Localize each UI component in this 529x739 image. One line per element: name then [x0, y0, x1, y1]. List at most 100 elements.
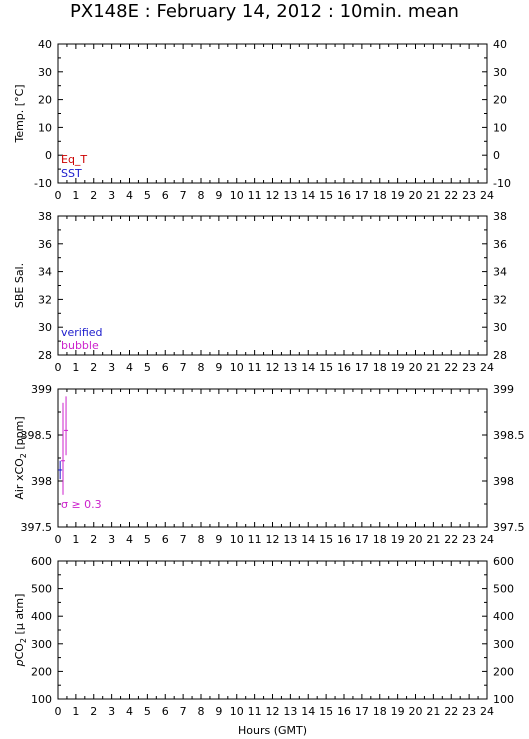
x-tick-label: 24 — [480, 189, 494, 202]
x-tick-label: 8 — [198, 189, 205, 202]
x-tick-label: 11 — [248, 361, 262, 374]
x-tick-label: 2 — [90, 361, 97, 374]
x-tick-label: 20 — [409, 705, 423, 718]
y-tick-label-right: 200 — [493, 665, 514, 678]
x-tick-label: 21 — [426, 533, 440, 546]
y-tick-label-left: 397.5 — [21, 521, 53, 534]
x-tick-label: 16 — [337, 361, 351, 374]
y-tick-label-left: 20 — [38, 94, 52, 107]
x-tick-label: 15 — [319, 533, 333, 546]
x-tick-label: 17 — [355, 189, 369, 202]
x-tick-label: 20 — [409, 533, 423, 546]
y-tick-label-right: 34 — [493, 266, 507, 279]
x-tick-label: 5 — [144, 361, 151, 374]
plot-frame — [57, 388, 488, 528]
y-tick-label-right: 30 — [493, 321, 507, 334]
x-tick-label: 16 — [337, 189, 351, 202]
x-tick-label: 1 — [72, 361, 79, 374]
x-tick-label: 3 — [108, 705, 115, 718]
y-tick-label-left: 38 — [38, 210, 52, 223]
y-tick-label-left: 32 — [38, 293, 52, 306]
y-tick-label-right: 398.5 — [493, 429, 525, 442]
x-tick-label: 24 — [480, 533, 494, 546]
x-tick-label: 22 — [444, 189, 458, 202]
y-tick-label-right: 10 — [493, 121, 507, 134]
y-tick-label-left: 30 — [38, 321, 52, 334]
x-tick-label: 22 — [444, 533, 458, 546]
x-tick-label: 1 — [72, 705, 79, 718]
y-tick-label-left: 34 — [38, 266, 52, 279]
panel-1: 0 1 2 3 4 5 6 7 8 9 10 11 12 13 14 15 16 17 18 19 20 21 22 23 24… — [13, 38, 511, 202]
x-tick-label: 12 — [266, 533, 280, 546]
legend-eq-t: Eq_T — [61, 153, 87, 166]
legend-bubble: bubble — [61, 339, 99, 352]
y-tick-label-right: 0 — [493, 149, 500, 162]
x-tick-label: 15 — [319, 705, 333, 718]
x-tick-label: 15 — [319, 189, 333, 202]
x-tick-label: 6 — [162, 705, 169, 718]
x-tick-label: 17 — [355, 361, 369, 374]
x-tick-label: 21 — [426, 705, 440, 718]
x-tick-label: 20 — [409, 189, 423, 202]
x-tick-label: 5 — [144, 533, 151, 546]
x-tick-label: 4 — [126, 705, 133, 718]
y-tick-label-left: 300 — [31, 638, 52, 651]
x-tick-label: 16 — [337, 705, 351, 718]
y-tick-label-left: 400 — [31, 610, 52, 623]
panel-3: 0 1 2 3 4 5 6 7 8 9 10 11 12 13 14 15 16 17 18 19 20 21 22 23 24… — [13, 383, 525, 546]
y-tick-label-right: 20 — [493, 94, 507, 107]
plot-frame — [57, 43, 488, 184]
x-tick-label: 1 — [72, 533, 79, 546]
x-tick-label: 5 — [144, 189, 151, 202]
x-tick-label: 7 — [180, 361, 187, 374]
y-tick-label-right: 38 — [493, 210, 507, 223]
x-tick-label: 1 — [72, 189, 79, 202]
y-tick-label-right: 400 — [493, 610, 514, 623]
x-tick-label: 14 — [301, 189, 315, 202]
y-tick-label-right: 36 — [493, 238, 507, 251]
x-tick-label: 12 — [266, 705, 280, 718]
y-axis-label: SBE Sal. — [13, 263, 26, 308]
y-tick-label-left: 200 — [31, 665, 52, 678]
x-tick-label: 14 — [301, 361, 315, 374]
x-tick-label: 14 — [301, 705, 315, 718]
x-tick-label: 8 — [198, 533, 205, 546]
y-tick-label-right: 500 — [493, 583, 514, 596]
x-tick-label: 0 — [55, 361, 62, 374]
x-tick-label: 17 — [355, 533, 369, 546]
chart-title: PX148E : February 14, 2012 : 10min. mean — [70, 1, 459, 22]
x-tick-label: 9 — [215, 361, 222, 374]
y-tick-label-left: 28 — [38, 349, 52, 362]
x-tick-label: 23 — [462, 189, 476, 202]
y-tick-label-right: 300 — [493, 638, 514, 651]
legend-sst: SST — [61, 167, 82, 180]
x-tick-label: 10 — [230, 189, 244, 202]
y-tick-label-right: 397.5 — [493, 521, 525, 534]
y-tick-label-right: -10 — [493, 177, 511, 190]
x-tick-label: 3 — [108, 189, 115, 202]
panel-4: 0 1 2 3 4 5 6 7 8 9 10 11 12 13 14 15 16 17 18 19 20 21 22 23 24… — [13, 555, 514, 737]
x-tick-label: 18 — [373, 361, 387, 374]
x-tick-label: 17 — [355, 705, 369, 718]
x-tick-label: 9 — [215, 705, 222, 718]
y-tick-label-left: 398 — [31, 475, 52, 488]
sigma-annotation: σ ≥ 0.3 — [61, 498, 102, 511]
x-tick-label: 12 — [266, 361, 280, 374]
x-tick-label: 22 — [444, 705, 458, 718]
x-tick-label: 13 — [283, 189, 297, 202]
y-tick-label-right: 30 — [493, 66, 507, 79]
y-axis-label: Air xCO2 [ppm] — [13, 416, 28, 499]
x-tick-label: 7 — [180, 189, 187, 202]
y-tick-label-left: -10 — [34, 177, 52, 190]
y-tick-label-right: 40 — [493, 38, 507, 51]
x-tick-label: 5 — [144, 705, 151, 718]
x-tick-label: 3 — [108, 361, 115, 374]
x-tick-label: 13 — [283, 533, 297, 546]
plot-frame — [57, 560, 488, 700]
x-tick-label: 19 — [391, 189, 405, 202]
x-tick-label: 4 — [126, 533, 133, 546]
x-tick-label: 2 — [90, 189, 97, 202]
x-tick-label: 24 — [480, 705, 494, 718]
x-tick-label: 4 — [126, 361, 133, 374]
